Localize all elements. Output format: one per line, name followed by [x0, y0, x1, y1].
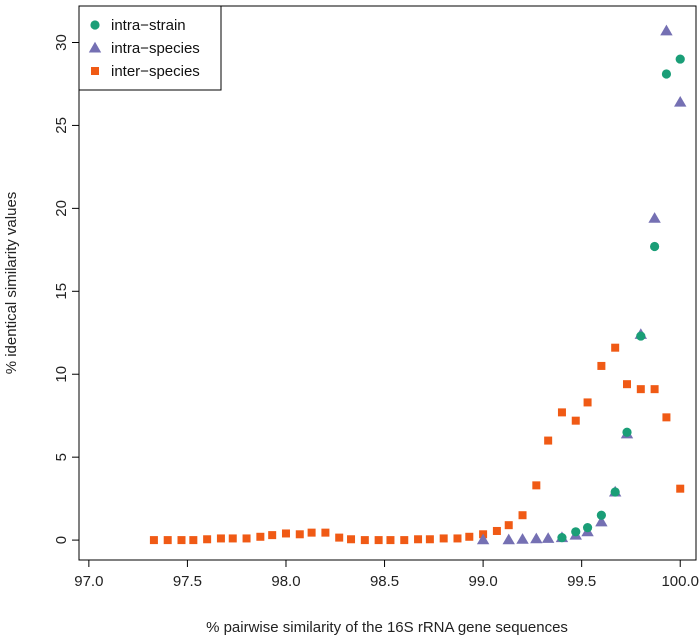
data-point-circle [557, 533, 567, 543]
data-point-square [268, 531, 277, 540]
data-point-square [597, 361, 606, 370]
data-point-square [623, 380, 632, 389]
data-point-square [163, 536, 172, 545]
legend-marker-circle [90, 20, 100, 30]
data-point-square [189, 536, 198, 545]
data-point-triangle [541, 532, 555, 543]
data-point-square [650, 385, 659, 394]
series-circle-group [557, 54, 685, 543]
data-point-circle [661, 69, 672, 79]
data-point-circle [650, 241, 660, 252]
data-point-square [544, 436, 553, 445]
data-point-circle [675, 54, 685, 64]
x-tick-label: 97.0 [74, 573, 103, 590]
data-point-square [518, 511, 527, 520]
data-point-square [256, 532, 265, 541]
x-tick-label: 98.5 [370, 573, 399, 590]
data-point-triangle [502, 533, 515, 545]
data-point-square [583, 398, 592, 407]
data-point-square [504, 521, 513, 530]
data-point-triangle [476, 533, 490, 545]
data-points [149, 24, 687, 545]
data-point-square [400, 536, 409, 545]
x-axis: 97.0 97.5 98.0 98.5 99.0 99.5 100.0 [74, 560, 699, 590]
data-point-square [453, 534, 462, 543]
y-tick-label: 15 [53, 283, 70, 300]
data-point-triangle [648, 212, 661, 223]
y-axis: 0 5 10 15 20 25 30 [53, 34, 79, 544]
data-point-square [307, 528, 316, 537]
data-point-square [216, 534, 225, 543]
data-point-square [228, 534, 237, 543]
data-point-square [321, 528, 330, 537]
y-tick-label: 25 [53, 117, 70, 134]
data-point-square [465, 532, 474, 541]
data-point-square [571, 416, 580, 425]
data-point-circle [636, 331, 646, 341]
x-axis-title: % pairwise similarity of the 16S rRNA ge… [206, 619, 568, 636]
data-point-triangle [516, 533, 529, 544]
data-point-square [636, 385, 645, 394]
data-point-circle [582, 523, 593, 533]
legend-label-square: inter−species [111, 63, 200, 80]
data-point-square [414, 535, 423, 544]
y-tick-label: 0 [53, 536, 70, 544]
data-point-square [532, 481, 541, 490]
legend-marker-triangle [88, 41, 102, 53]
legend-box [78, 5, 222, 91]
data-point-triangle [674, 96, 687, 107]
y-tick-label: 5 [53, 453, 70, 461]
data-point-square [676, 484, 685, 493]
data-point-circle [571, 527, 581, 537]
data-point-square [281, 529, 290, 538]
y-axis-title: % identical similarity values [3, 192, 20, 375]
data-point-square [662, 413, 671, 422]
data-point-triangle [530, 532, 543, 544]
data-point-square [177, 536, 186, 545]
legend-label-triangle: intra−species [111, 40, 200, 57]
data-point-square [149, 536, 158, 545]
data-point-triangle [595, 515, 608, 527]
x-tick-label: 99.5 [567, 573, 596, 590]
data-point-square [374, 536, 383, 545]
legend-label-circle: intra−strain [111, 17, 186, 34]
series-triangle-group [476, 24, 687, 545]
data-point-circle [610, 487, 620, 497]
data-point-square [425, 535, 434, 544]
y-tick-label: 10 [53, 366, 70, 383]
data-point-square [360, 536, 369, 545]
legend-marker-square [91, 67, 99, 75]
x-tick-label: 100.0 [661, 573, 699, 590]
data-point-square [439, 534, 448, 543]
data-point-circle [622, 427, 632, 437]
data-point-square [386, 536, 395, 545]
data-point-square [347, 535, 356, 544]
x-tick-label: 97.5 [173, 573, 202, 590]
legend: intra−strain intra−species inter−species [78, 5, 222, 91]
y-tick-label: 30 [53, 34, 70, 51]
plot-frame [78, 5, 697, 561]
data-point-square [557, 408, 566, 417]
y-tick-label: 20 [53, 200, 70, 217]
data-point-square [335, 533, 344, 542]
data-point-square [203, 535, 212, 544]
data-point-triangle [660, 24, 673, 36]
data-point-circle [596, 510, 606, 520]
data-point-square [242, 534, 251, 543]
data-point-square [611, 343, 620, 352]
x-tick-label: 99.0 [469, 573, 498, 590]
series-square-group [149, 343, 685, 545]
x-tick-label: 98.0 [271, 573, 300, 590]
data-point-square [492, 526, 501, 535]
data-point-square [295, 530, 304, 539]
